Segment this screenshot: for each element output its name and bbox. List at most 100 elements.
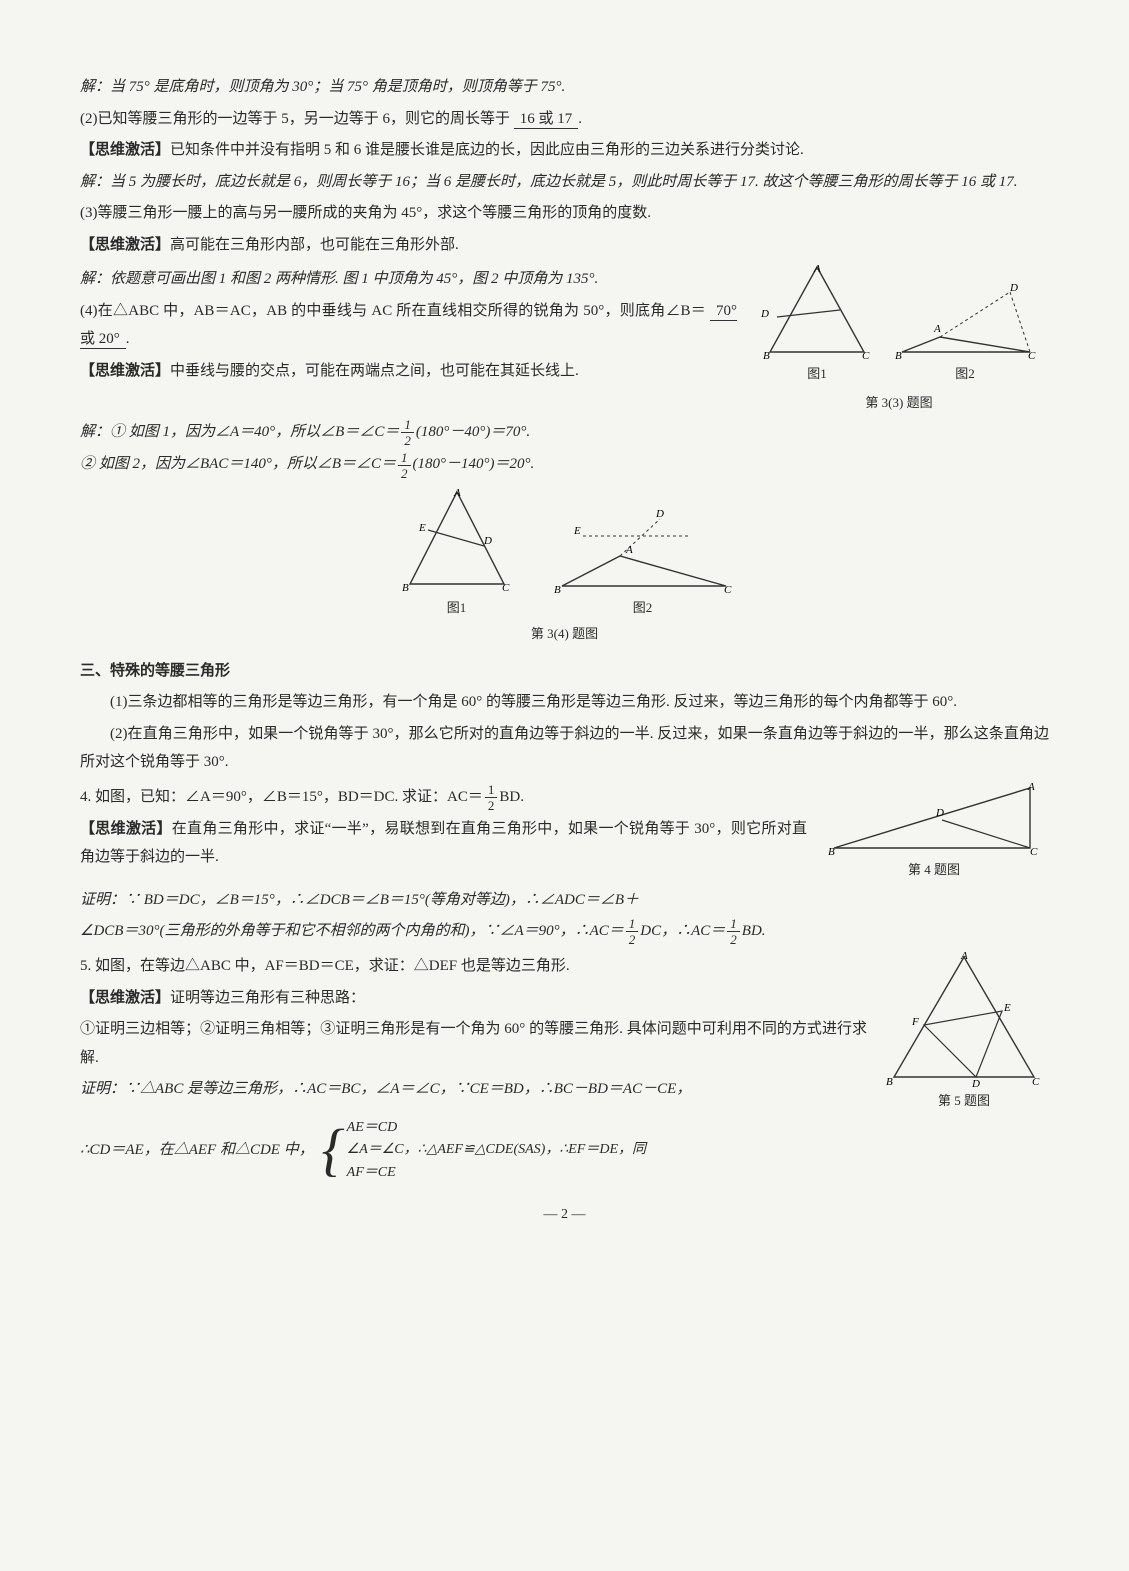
proof-5-line2: ∴CD＝AE，在△AEF 和△CDE 中， { AE＝CD ∠A＝∠C，∴△AE… bbox=[80, 1117, 1049, 1184]
brace-line-2: ∠A＝∠C，∴△AEF≌△CDE(SAS)，∴EF＝DE，同 bbox=[347, 1139, 646, 1161]
svg-text:A: A bbox=[1027, 781, 1035, 793]
sol42-b: (180°－140°)＝20°. bbox=[413, 456, 535, 472]
proof-4-line1: 证明：∵ BD＝DC，∠B＝15°，∴∠DCB＝∠B＝15°(等角对等边)，∴∠… bbox=[80, 886, 1049, 915]
hint-q5-text: 证明等边三角形有三种思路： bbox=[170, 990, 365, 1006]
hint-q4: 【思维激活】在直角三角形中，求证“一半”，易联想到在直角三角形中，如果一个锐角等… bbox=[80, 815, 807, 872]
q2-text: (2)已知等腰三角形的一边等于 5，另一边等于 6，则它的周长等于 bbox=[80, 111, 510, 127]
fraction-half: 12 bbox=[626, 917, 639, 946]
svg-text:A: A bbox=[813, 263, 821, 275]
figure-3-4: A E D B C 图1 D E A B C bbox=[80, 486, 1049, 647]
proof-5-line1: 证明：∵△ABC 是等边三角形，∴AC＝BC，∠A＝∠C，∵CE＝BD，∴BC－… bbox=[80, 1075, 867, 1104]
triangle-bisector-icon: A E D B C bbox=[392, 486, 522, 596]
svg-text:C: C bbox=[862, 350, 870, 362]
fig-3-4-1: A E D B C 图1 bbox=[392, 486, 522, 621]
q4-text: (4)在△ABC 中，AB＝AC，AB 的中垂线与 AC 所在直线相交所得的锐角… bbox=[80, 303, 706, 319]
svg-text:D: D bbox=[655, 508, 664, 520]
hint-label: 【思维激活】 bbox=[80, 236, 170, 253]
fig-3-3-1: A D B C 图1 bbox=[758, 262, 876, 387]
fig-3-3-2: A D B C 图2 bbox=[890, 282, 1040, 387]
page-number: — 2 — bbox=[80, 1202, 1049, 1229]
svg-text:B: B bbox=[402, 582, 409, 594]
fig-3-4-2: D E A B C 图2 bbox=[548, 501, 738, 621]
row-q5: 5. 如图，在等边△ABC 中，AF＝BD＝CE，求证：△DEF 也是等边三角形… bbox=[80, 949, 1049, 1114]
svg-text:C: C bbox=[724, 584, 732, 596]
brace-lines: AE＝CD ∠A＝∠C，∴△AEF≌△CDE(SAS)，∴EF＝DE，同 AF＝… bbox=[347, 1117, 646, 1184]
figure-4: A D B C 第 4 题图 bbox=[819, 780, 1049, 883]
hint-q5: 【思维激活】证明等边三角形有三种思路： bbox=[80, 984, 867, 1013]
col-text-q5: 5. 如图，在等边△ABC 中，AF＝BD＝CE，求证：△DEF 也是等边三角形… bbox=[80, 949, 867, 1107]
svg-text:A: A bbox=[960, 950, 968, 962]
hint-label: 【思维激活】 bbox=[80, 141, 170, 158]
fraction-half: 12 bbox=[398, 451, 411, 480]
fig-3-4-2-label: 图2 bbox=[633, 596, 653, 621]
proof-4-line2: ∠DCB＝30°(三角形的外角等于和它不相邻的两个内角的和)，∵∠A＝90°，∴… bbox=[80, 917, 1049, 946]
section-3-p1: (1)三条边都相等的三角形是等边三角形，有一个角是 60° 的等腰三角形是等边三… bbox=[80, 688, 1049, 717]
svg-text:C: C bbox=[1028, 350, 1036, 362]
question-4-full: 4. 如图，已知：∠A＝90°，∠B＝15°，BD＝DC. 求证：AC＝12BD… bbox=[80, 783, 807, 812]
brace-system: { AE＝CD ∠A＝∠C，∴△AEF≌△CDE(SAS)，∴EF＝DE，同 A… bbox=[317, 1117, 646, 1184]
brace-line-1: AE＝CD bbox=[347, 1117, 646, 1139]
section-3-p2: (2)在直角三角形中，如果一个锐角等于 30°，那么它所对的直角边等于斜边的一半… bbox=[80, 720, 1049, 777]
fraction-half: 12 bbox=[727, 917, 740, 946]
solution-3: 解：依题意可画出图 1 和图 2 两种情形. 图 1 中顶角为 45°，图 2 … bbox=[80, 265, 737, 294]
svg-text:B: B bbox=[554, 584, 561, 596]
col-text-q4: 4. 如图，已知：∠A＝90°，∠B＝15°，BD＝DC. 求证：AC＝12BD… bbox=[80, 780, 807, 875]
row-q4: 4. 如图，已知：∠A＝90°，∠B＝15°，BD＝DC. 求证：AC＝12BD… bbox=[80, 780, 1049, 883]
proof4-a: ∠DCB＝30°(三角形的外角等于和它不相邻的两个内角的和)，∵∠A＝90°，∴… bbox=[80, 923, 624, 939]
question-4: (4)在△ABC 中，AB＝AC，AB 的中垂线与 AC 所在直线相交所得的锐角… bbox=[80, 297, 737, 354]
svg-text:D: D bbox=[935, 807, 944, 819]
hint-3: 【思维激活】高可能在三角形内部，也可能在三角形外部. bbox=[80, 231, 1049, 260]
solution-2: 解：当 5 为腰长时，底边长就是 6，则周长等于 16；当 6 是腰长时，底边长… bbox=[80, 168, 1049, 197]
solution-4-2: ② 如图 2，因为∠BAC＝140°，所以∠B＝∠C＝12(180°－140°)… bbox=[80, 450, 1049, 479]
svg-text:C: C bbox=[502, 582, 510, 594]
svg-text:D: D bbox=[1009, 282, 1018, 294]
proof4-c: BD. bbox=[742, 923, 766, 939]
section-3-title: 三、特殊的等腰三角形 bbox=[80, 657, 1049, 686]
fig-3-3-2-label: 图2 bbox=[955, 362, 975, 387]
col-text-3-3: 解：依题意可画出图 1 和图 2 两种情形. 图 1 中顶角为 45°，图 2 … bbox=[80, 262, 737, 388]
fig-3-3-caption: 第 3(3) 题图 bbox=[749, 391, 1049, 416]
svg-text:D: D bbox=[483, 535, 492, 547]
svg-text:A: A bbox=[625, 544, 633, 556]
svg-text:C: C bbox=[1032, 1076, 1040, 1088]
hint-q4-text: 在直角三角形中，求证“一半”，易联想到在直角三角形中，如果一个锐角等于 30°，… bbox=[80, 821, 807, 866]
svg-text:B: B bbox=[886, 1076, 893, 1088]
hint-label: 【思维激活】 bbox=[80, 989, 170, 1006]
sol41-b: (180°－40°)＝70°. bbox=[416, 424, 530, 440]
sol41-a: 解：① 如图 1，因为∠A＝40°，所以∠B＝∠C＝ bbox=[80, 424, 399, 440]
left-brace-icon: { bbox=[321, 1121, 344, 1179]
svg-text:D: D bbox=[760, 308, 769, 320]
question-5: 5. 如图，在等边△ABC 中，AF＝BD＝CE，求证：△DEF 也是等边三角形… bbox=[80, 952, 867, 981]
triangle-obtuse-icon: A D B C bbox=[890, 282, 1040, 362]
hint-label: 【思维激活】 bbox=[80, 362, 170, 379]
fig-3-4-1-label: 图1 bbox=[447, 596, 467, 621]
fig-3-3-1-label: 图1 bbox=[807, 362, 827, 387]
right-triangle-icon: A D B C bbox=[824, 780, 1044, 858]
page-content: 解：当 75° 是底角时，则顶角为 30°；当 75° 角是顶角时，则顶角等于 … bbox=[80, 73, 1049, 1229]
svg-text:F: F bbox=[911, 1016, 919, 1028]
proof5-a: ∴CD＝AE，在△AEF 和△CDE 中， bbox=[80, 1142, 314, 1158]
svg-text:C: C bbox=[1030, 846, 1038, 858]
q4-period: . bbox=[126, 331, 130, 347]
fig-3-4-caption: 第 3(4) 题图 bbox=[80, 622, 1049, 647]
equilateral-triangle-icon: A E F B D C bbox=[884, 949, 1044, 1089]
svg-text:B: B bbox=[895, 350, 902, 362]
svg-text:B: B bbox=[828, 846, 835, 858]
hint-q5-list: ①证明三边相等；②证明三角相等；③证明三角形是有一个角为 60° 的等腰三角形.… bbox=[80, 1015, 867, 1072]
question-2: (2)已知等腰三角形的一边等于 5，另一边等于 6，则它的周长等于 16 或 1… bbox=[80, 105, 1049, 134]
sol42-a: ② 如图 2，因为∠BAC＝140°，所以∠B＝∠C＝ bbox=[80, 456, 396, 472]
svg-text:E: E bbox=[418, 522, 426, 534]
svg-text:A: A bbox=[933, 323, 941, 335]
q4full-a: 4. 如图，已知：∠A＝90°，∠B＝15°，BD＝DC. 求证：AC＝ bbox=[80, 789, 483, 805]
solution-4-1: 解：① 如图 1，因为∠A＝40°，所以∠B＝∠C＝12(180°－40°)＝7… bbox=[80, 418, 1049, 447]
hint-4-text: 中垂线与腰的交点，可能在两端点之间，也可能在其延长线上. bbox=[170, 363, 579, 379]
fig-4-caption: 第 4 题图 bbox=[908, 858, 960, 883]
hint-2-text: 已知条件中并没有指明 5 和 6 谁是腰长谁是底边的长，因此应由三角形的三边关系… bbox=[170, 142, 804, 158]
figure-3-3: A D B C 图1 A D B C bbox=[749, 262, 1049, 415]
hint-2: 【思维激活】已知条件中并没有指明 5 和 6 谁是腰长谁是底边的长，因此应由三角… bbox=[80, 136, 1049, 165]
svg-text:E: E bbox=[1003, 1002, 1011, 1014]
fig-5-caption: 第 5 题图 bbox=[938, 1089, 990, 1114]
triangle-extended-icon: D E A B C bbox=[548, 501, 738, 596]
q2-answer: 16 或 17 bbox=[514, 111, 579, 129]
svg-text:E: E bbox=[573, 525, 581, 537]
